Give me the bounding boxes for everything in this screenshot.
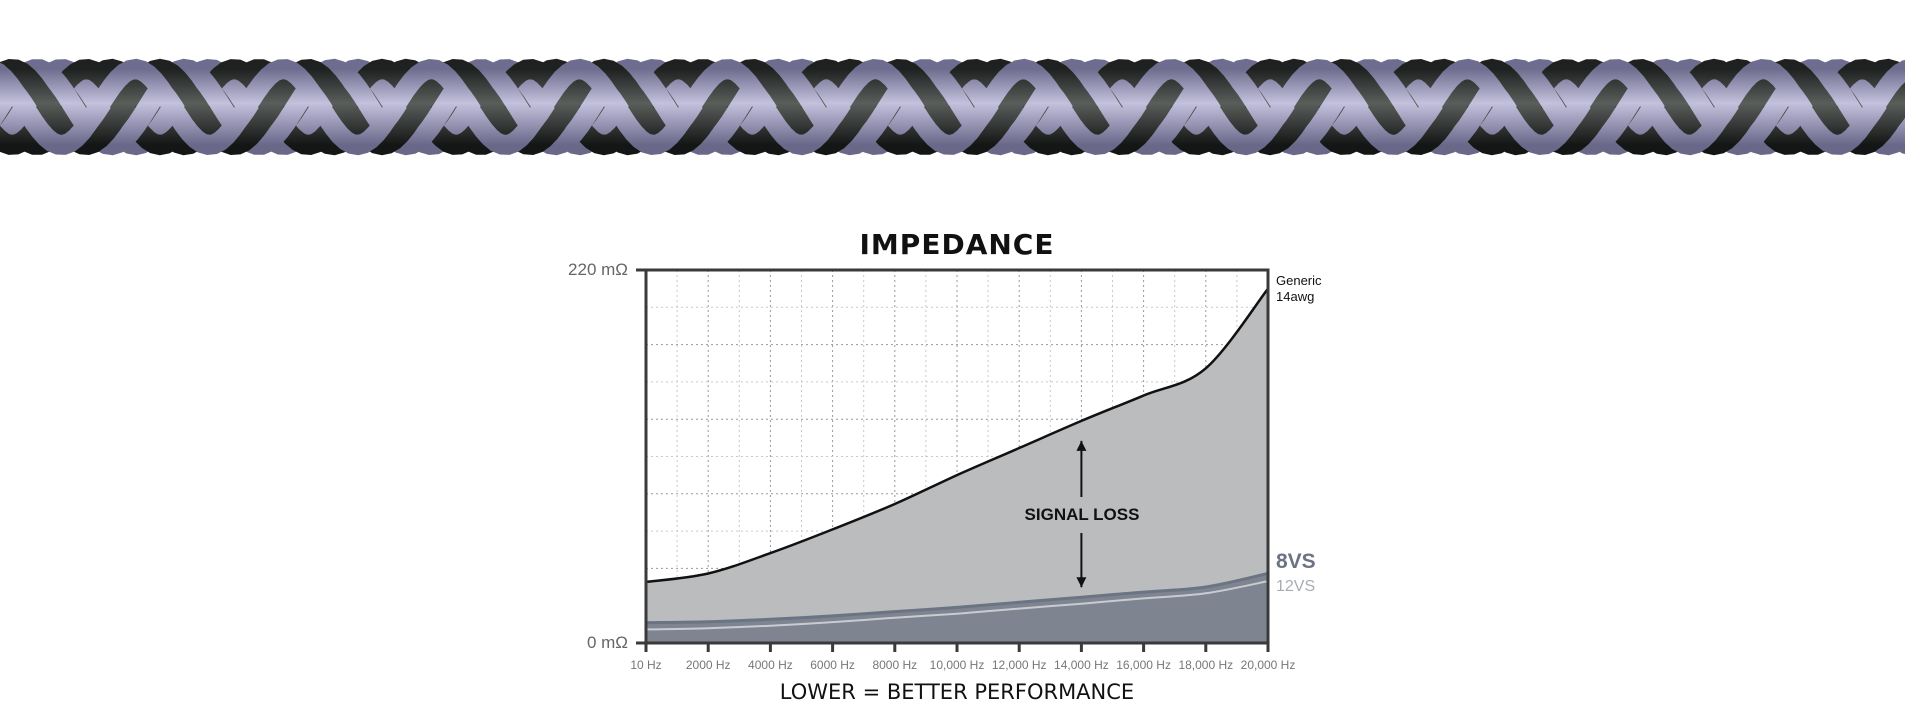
area-generic-14awg: [646, 288, 1268, 643]
y-tick-label-bottom: 0 mΩ: [587, 633, 628, 652]
series-label-generic-line1: Generic: [1276, 273, 1322, 288]
cable-strand: [0, 58, 1905, 156]
x-tick-label: 14,000 Hz: [1054, 658, 1109, 672]
x-tick-label: 16,000 Hz: [1116, 658, 1171, 672]
chart-caption: LOWER = BETTER PERFORMANCE: [780, 680, 1134, 704]
signal-loss-arrowhead-top: [1076, 440, 1087, 451]
x-tick-label: 18,000 Hz: [1178, 658, 1233, 672]
x-tick-label: 12,000 Hz: [992, 658, 1047, 672]
series-label-12vs: 12VS: [1276, 578, 1315, 595]
x-tick-label: 10,000 Hz: [930, 658, 985, 672]
line-12vs: [645, 580, 1269, 631]
x-tick-label: 8000 Hz: [872, 658, 917, 672]
y-tick-label-top: 220 mΩ: [568, 260, 628, 279]
line-8vs: [645, 572, 1269, 625]
x-tick-label: 20,000 Hz: [1241, 658, 1296, 672]
x-tick-label: 6000 Hz: [810, 658, 855, 672]
series-label-generic-line2: 14awg: [1276, 289, 1314, 304]
braided-cable-image: [0, 58, 1905, 156]
x-tick-label: 10 Hz: [630, 658, 661, 672]
series-label-8vs: 8VS: [1276, 550, 1316, 573]
signal-loss-arrowhead-bottom: [1076, 577, 1087, 588]
line-generic-14awg: [645, 287, 1269, 584]
signal-loss-annotation: SIGNAL LOSS: [1025, 505, 1140, 524]
chart-title: IMPEDANCE: [860, 228, 1055, 261]
x-tick-label: 2000 Hz: [686, 658, 731, 672]
x-tick-label: 4000 Hz: [748, 658, 793, 672]
